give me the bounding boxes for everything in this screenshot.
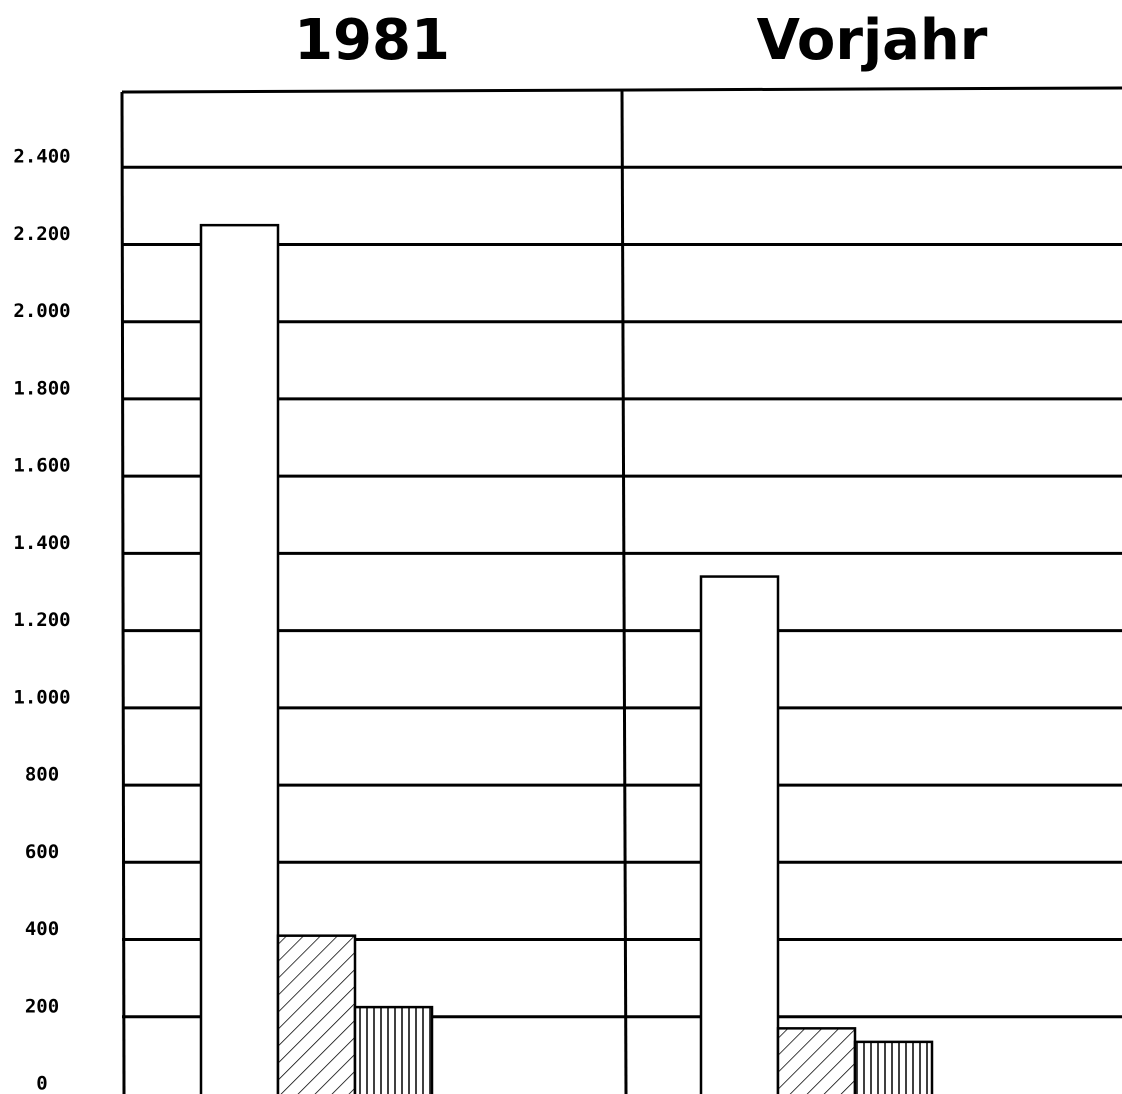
y-tick-label: 0	[36, 1073, 47, 1094]
y-tick-label: 1.000	[13, 686, 70, 708]
frame-left	[120, 91, 126, 1094]
y-tick-label: 2.000	[13, 300, 70, 322]
category-label: Vorjahr	[757, 8, 988, 73]
bar	[353, 1005, 434, 1094]
y-tick-label: 1.800	[13, 377, 70, 399]
bar	[853, 1040, 934, 1094]
group-divider	[620, 89, 628, 1094]
bar	[199, 223, 280, 1094]
y-tick-label: 1.400	[13, 532, 70, 554]
bar	[699, 575, 780, 1094]
category-label: 1981	[294, 8, 450, 73]
y-tick-label: 1.600	[13, 455, 70, 477]
y-tick-label: 2.400	[13, 146, 70, 168]
y-tick-label: 400	[25, 918, 59, 940]
y-tick-label: 600	[25, 841, 59, 863]
y-tick-label: 200	[25, 995, 59, 1017]
y-tick-label: 800	[25, 764, 59, 786]
y-tick-label: 2.200	[13, 223, 70, 245]
y-tick-label: 1.200	[13, 609, 70, 631]
bar	[776, 1027, 857, 1094]
bar	[276, 934, 357, 1094]
